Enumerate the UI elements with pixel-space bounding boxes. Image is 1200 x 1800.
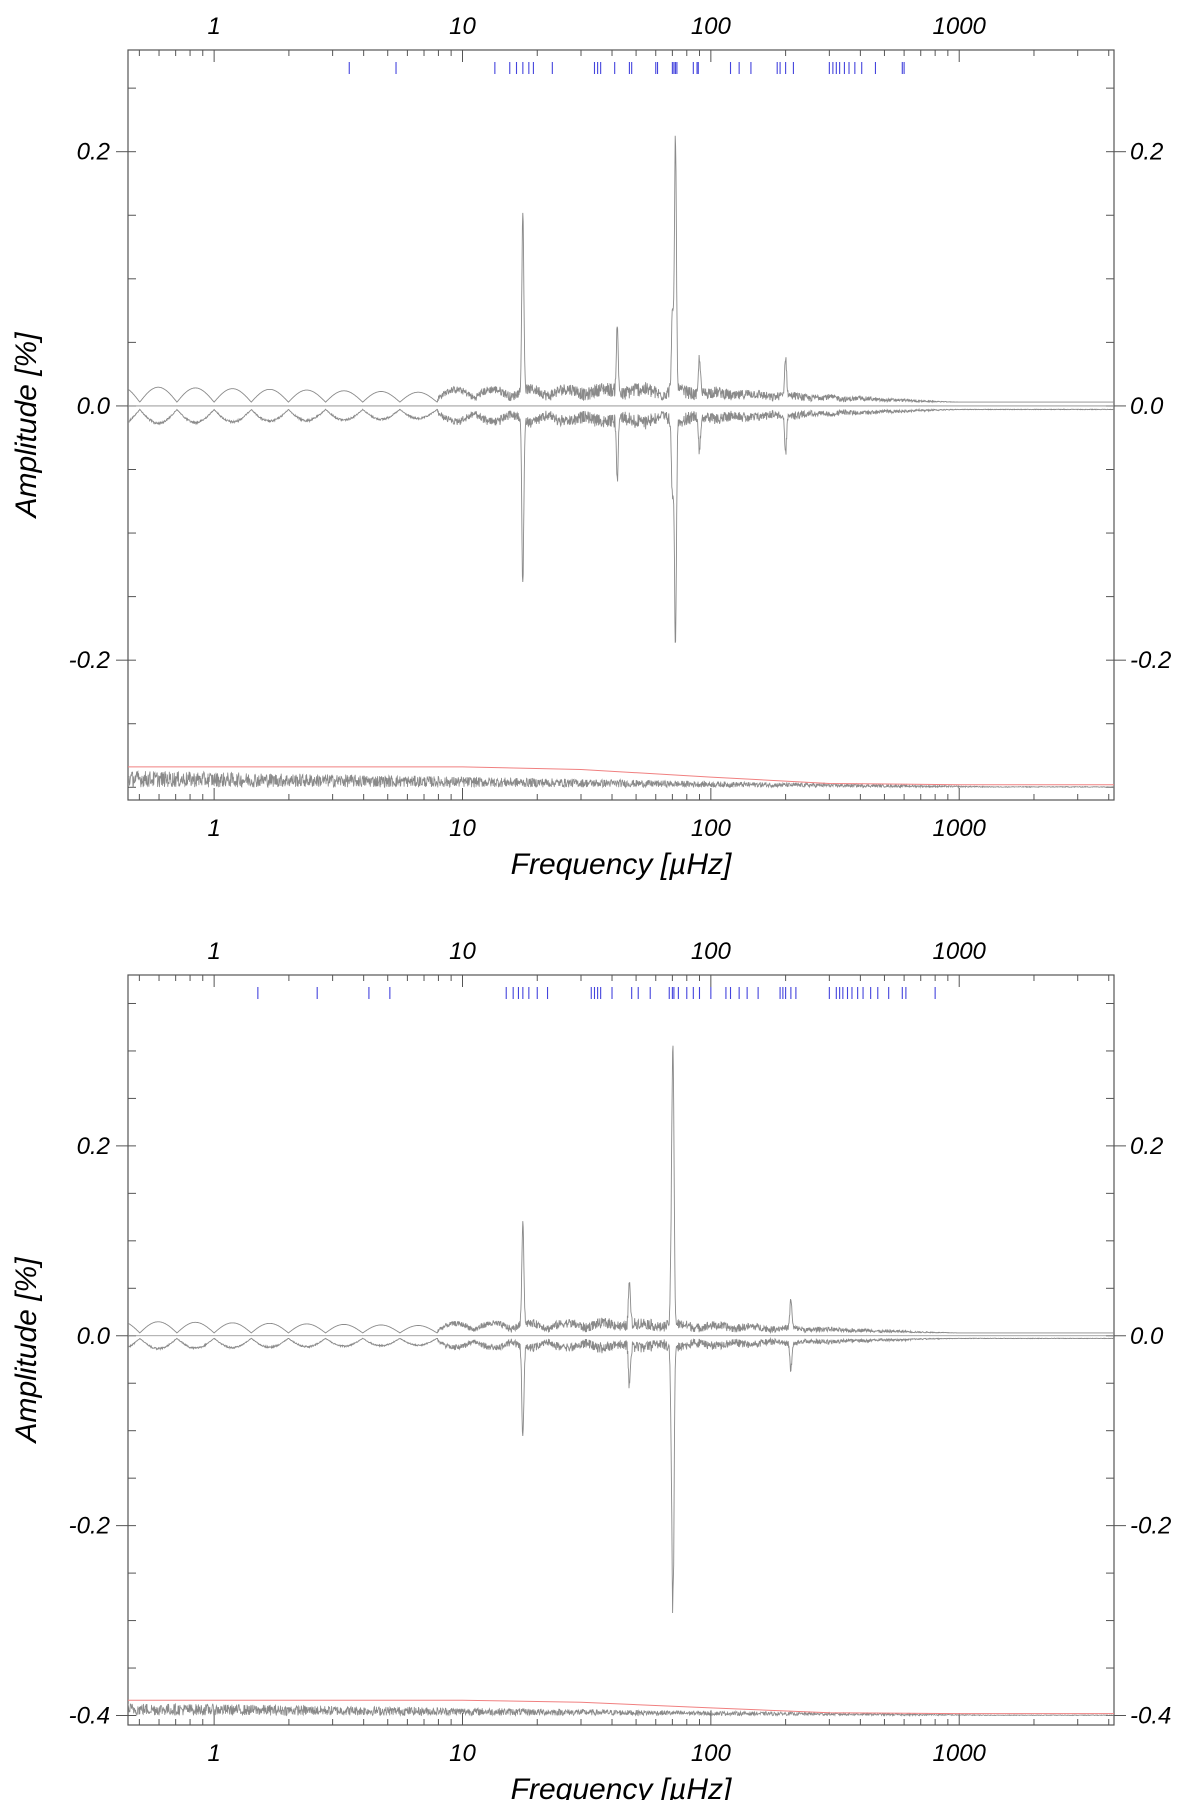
x-ticks: [138, 50, 1110, 800]
plot-frame: [127, 49, 1115, 801]
plot-frame: [127, 974, 1115, 1726]
x-tick-label-top: 1: [207, 938, 220, 965]
y-tick-label-left: -0.4: [69, 1703, 110, 1730]
mode-markers: [348, 62, 905, 74]
y-tick-label-left: 0.2: [77, 139, 110, 166]
spectrum-lower: [128, 407, 1114, 643]
chart-panel-2: 1 1 10 10 100 100 1000 1000 -0.4 -0.4 -0.2 -0.2 0.0 0…: [10, 938, 1171, 1800]
spectrum-upper: [128, 135, 1114, 404]
x-tick-label-bottom: 100: [691, 815, 732, 842]
x-tick-label-bottom: 1: [207, 815, 220, 842]
y-tick-label-right: 0.2: [1130, 1133, 1163, 1160]
x-tick-label-top: 1000: [933, 13, 987, 40]
x-tick-label-top: 10: [449, 938, 476, 965]
x-tick-label-top: 1: [207, 13, 220, 40]
noise-level-line: [128, 766, 1114, 786]
x-tick-label-top: 100: [691, 938, 732, 965]
y-tick-label-right: 0.0: [1130, 1323, 1164, 1350]
noise-spectrum: [128, 1702, 1114, 1718]
mode-markers: [257, 987, 936, 999]
x-tick-label-bottom: 10: [449, 815, 476, 842]
x-tick-label-top: 1000: [933, 938, 987, 965]
noise-spectrum: [128, 770, 1114, 789]
y-tick-label-right: -0.4: [1130, 1703, 1171, 1730]
y-tick-label-left: 0.2: [77, 1133, 110, 1160]
y-tick-label-right: -0.2: [1130, 647, 1171, 674]
y-tick-label-left: -0.2: [69, 647, 110, 674]
noise-level-line: [128, 1699, 1114, 1715]
x-ticks: [138, 975, 1110, 1725]
spectrum-curves: [128, 135, 1114, 789]
x-tick-label-top: 100: [691, 13, 732, 40]
spectrum-curves: [128, 1045, 1114, 1718]
y-ticks: [116, 1002, 1126, 1717]
x-tick-label-bottom: 1: [207, 1740, 220, 1767]
y-tick-label-left: 0.0: [77, 393, 111, 420]
y-tick-label-right: 0.2: [1130, 139, 1163, 166]
x-tick-label-bottom: 10: [449, 1740, 476, 1767]
y-tick-label-right: 0.0: [1130, 393, 1164, 420]
y-ticks: [116, 87, 1126, 788]
x-tick-label-bottom: 100: [691, 1740, 732, 1767]
spectrum-lower: [128, 1336, 1114, 1614]
y-tick-label-left: 0.0: [77, 1323, 111, 1350]
y-tick-label-right: -0.2: [1130, 1513, 1171, 1540]
x-axis-title: Frequency [µHz]: [511, 848, 732, 881]
chart-panel-1: 1 1 10 10 100 100 1000 1000 -0.2 -0.2 0.0 0.0 0.2 0.2…: [10, 13, 1171, 881]
x-tick-label-bottom: 1000: [933, 1740, 987, 1767]
y-axis-title: Amplitude [%]: [10, 332, 43, 520]
x-axis-title: Frequency [µHz]: [511, 1773, 732, 1800]
y-axis-title: Amplitude [%]: [10, 1257, 43, 1445]
spectrum-upper: [128, 1045, 1114, 1334]
x-tick-label-top: 10: [449, 13, 476, 40]
x-tick-label-bottom: 1000: [933, 815, 987, 842]
y-tick-label-left: -0.2: [69, 1513, 110, 1540]
